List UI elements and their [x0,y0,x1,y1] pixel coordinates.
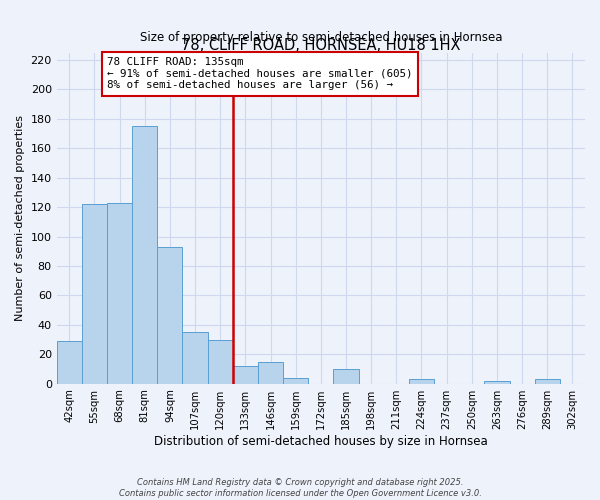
X-axis label: Distribution of semi-detached houses by size in Hornsea: Distribution of semi-detached houses by … [154,434,488,448]
Bar [334,369,359,384]
Y-axis label: Number of semi-detached properties: Number of semi-detached properties [15,115,25,321]
Bar [157,247,182,384]
Bar [132,126,157,384]
Bar [182,332,208,384]
Bar [56,341,82,384]
Text: Contains HM Land Registry data © Crown copyright and database right 2025.
Contai: Contains HM Land Registry data © Crown c… [119,478,481,498]
Bar [258,362,283,384]
Bar [233,366,258,384]
Bar [535,380,560,384]
Bar [283,378,308,384]
Text: 78 CLIFF ROAD: 135sqm
← 91% of semi-detached houses are smaller (605)
8% of semi: 78 CLIFF ROAD: 135sqm ← 91% of semi-deta… [107,57,412,90]
Bar [484,381,509,384]
Bar [208,340,233,384]
Title: 78, CLIFF ROAD, HORNSEA, HU18 1HX: 78, CLIFF ROAD, HORNSEA, HU18 1HX [181,38,461,52]
Text: Size of property relative to semi-detached houses in Hornsea: Size of property relative to semi-detach… [140,32,502,44]
Bar [409,380,434,384]
Bar [107,202,132,384]
Bar [82,204,107,384]
